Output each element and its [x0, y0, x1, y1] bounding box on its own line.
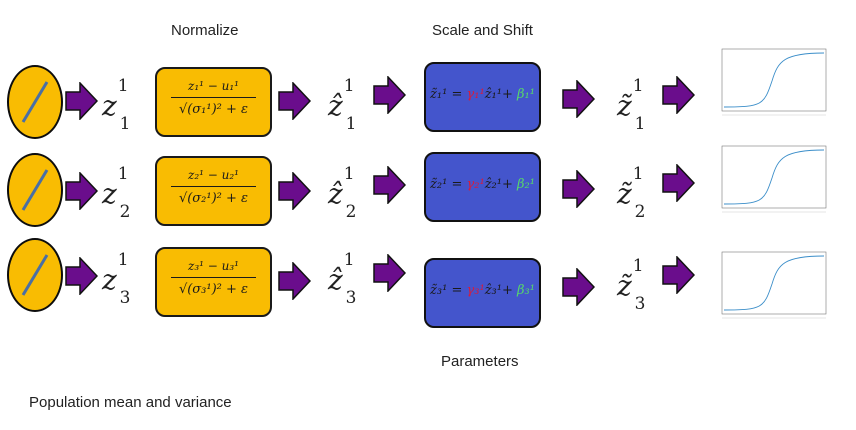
sigmoid-plot	[721, 48, 827, 116]
beta-param: β₁¹	[516, 87, 535, 102]
eq-lhs: z̃₁¹ =	[430, 87, 467, 102]
normalize-formula-box: z₁¹ − u₁¹ √(σ₁¹)² + ε	[155, 67, 272, 137]
arrow-right-icon	[373, 166, 406, 204]
arrow-right-icon	[562, 268, 595, 306]
scale-shift-formula-box: z̃₁¹ = γ₁¹ẑ₁¹+ β₁¹	[424, 62, 541, 132]
sigmoid-plot	[721, 145, 827, 213]
arrow-right-icon	[278, 172, 311, 210]
eq-lhs: z̃₂¹ =	[430, 177, 467, 192]
arrow-right-icon	[662, 164, 695, 202]
normalize-formula-box: z₃¹ − u₃¹ √(σ₃¹)² + ε	[155, 247, 272, 317]
scale-shift-formula-box: z̃₃¹ = γ₃¹ẑ₃¹+ β₃¹	[424, 258, 541, 328]
eq-mid: ẑ₂¹+	[484, 177, 517, 192]
arrow-right-icon	[373, 254, 406, 292]
eq-mid: ẑ₁¹+	[484, 87, 517, 102]
arrow-right-icon	[373, 76, 406, 114]
z-hat-variable: ẑ13	[328, 250, 357, 308]
z-hat-variable: ẑ11	[328, 76, 357, 134]
gamma-param: γ₃¹	[466, 283, 485, 298]
neuron-2	[7, 153, 63, 227]
z-variable: z11	[102, 76, 131, 134]
formula-numerator: z₁¹ − u₁¹	[188, 79, 239, 93]
z-hat-variable: ẑ12	[328, 164, 357, 222]
arrow-right-icon	[662, 76, 695, 114]
z-tilde-variable: z̃12	[617, 164, 646, 222]
arrow-right-icon	[278, 82, 311, 120]
sigmoid-plot	[721, 251, 827, 319]
fraction-bar	[171, 97, 256, 98]
formula-numerator: z₃¹ − u₃¹	[188, 259, 239, 273]
z-tilde-variable: z̃11	[617, 76, 646, 134]
z-variable: z13	[102, 250, 131, 308]
gamma-param: γ₂¹	[466, 177, 485, 192]
gamma-param: γ₁¹	[466, 87, 485, 102]
formula-denominator: √(σ₁¹)² + ε	[178, 102, 249, 117]
parameters-label: Parameters	[441, 353, 519, 370]
beta-param: β₂¹	[516, 177, 535, 192]
eq-lhs: z̃₃¹ =	[430, 283, 467, 298]
formula-denominator: √(σ₂¹)² + ε	[178, 191, 249, 206]
population-label: Population mean and variance	[29, 394, 232, 411]
arrow-right-icon	[65, 82, 98, 120]
arrow-right-icon	[662, 256, 695, 294]
beta-param: β₃¹	[516, 283, 535, 298]
formula-numerator: z₂¹ − u₂¹	[188, 168, 239, 182]
neuron-1	[7, 65, 63, 139]
formula-denominator: √(σ₃¹)² + ε	[178, 282, 249, 297]
z-variable: z12	[102, 164, 131, 222]
arrow-right-icon	[562, 170, 595, 208]
arrow-right-icon	[562, 80, 595, 118]
z-tilde-variable: z̃13	[617, 256, 646, 314]
fraction-bar	[171, 277, 256, 278]
scale-shift-formula-box: z̃₂¹ = γ₂¹ẑ₂¹+ β₂¹	[424, 152, 541, 222]
arrow-right-icon	[65, 172, 98, 210]
arrow-right-icon	[278, 262, 311, 300]
scale-shift-header: Scale and Shift	[432, 22, 533, 39]
normalize-formula-box: z₂¹ − u₂¹ √(σ₂¹)² + ε	[155, 156, 272, 226]
eq-mid: ẑ₃¹+	[484, 283, 517, 298]
neuron-3	[7, 238, 63, 312]
normalize-header: Normalize	[171, 22, 239, 39]
arrow-right-icon	[65, 257, 98, 295]
fraction-bar	[171, 186, 256, 187]
